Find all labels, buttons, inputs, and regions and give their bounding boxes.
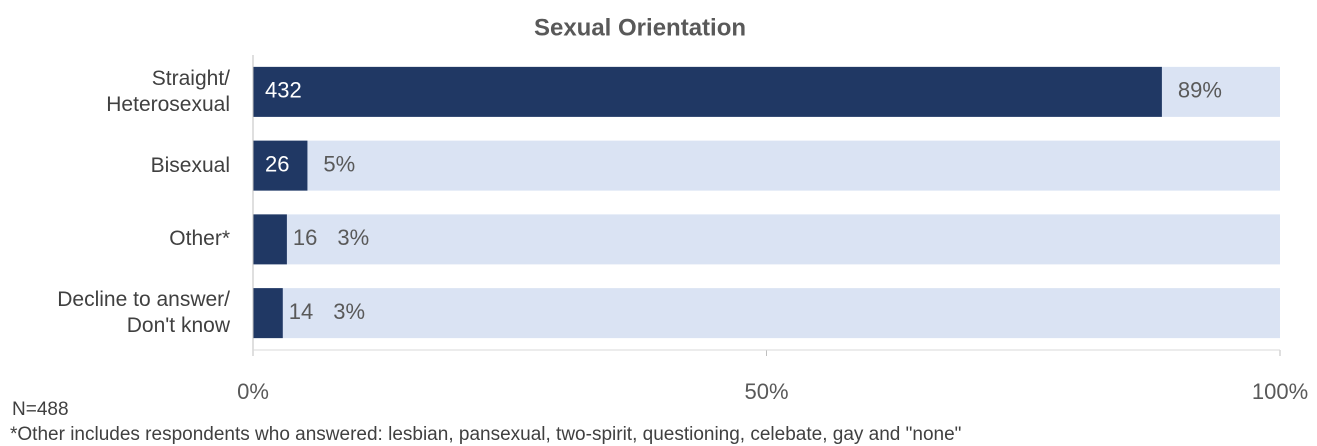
- x-tick-label: 50%: [744, 379, 788, 404]
- x-tick-label: 0%: [237, 379, 269, 404]
- category-label: Decline to answer/ Don't know: [57, 288, 230, 338]
- bar-background: [253, 214, 1280, 265]
- value-label: 3%: [333, 299, 365, 324]
- bar: [253, 214, 287, 265]
- note: N=488: [12, 399, 69, 420]
- count-label: 16: [293, 225, 317, 250]
- footnote: *Other includes respondents who answered…: [10, 424, 961, 445]
- chart-title: Sexual Orientation: [534, 14, 746, 41]
- bar: [253, 288, 283, 339]
- count-label: 14: [289, 299, 313, 324]
- x-tick-label: 100%: [1252, 379, 1308, 404]
- bar: [253, 140, 308, 191]
- category-label: Bisexual: [150, 153, 230, 177]
- category-label: Straight/ Heterosexual: [106, 66, 230, 116]
- value-label: 5%: [323, 151, 355, 176]
- bar-background: [253, 140, 1280, 191]
- value-label: 3%: [337, 225, 369, 250]
- count-label: 432: [265, 78, 302, 103]
- count-label: 26: [265, 151, 289, 176]
- bar-background: [253, 288, 1280, 339]
- value-label: 89%: [1178, 78, 1222, 103]
- category-label: Other*: [169, 227, 230, 251]
- bar: [253, 66, 1162, 117]
